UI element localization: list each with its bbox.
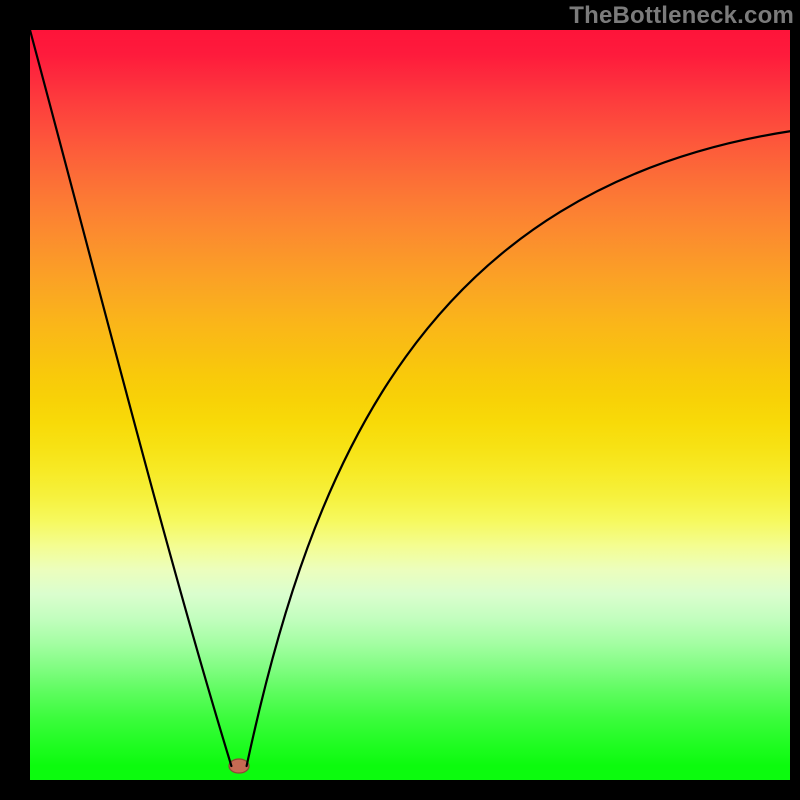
curve-right-branch	[247, 131, 790, 766]
attribution-text: TheBottleneck.com	[569, 2, 794, 30]
chart-stage: TheBottleneck.com	[0, 0, 800, 800]
curve-layer	[0, 0, 800, 800]
curve-left-branch	[30, 30, 231, 766]
